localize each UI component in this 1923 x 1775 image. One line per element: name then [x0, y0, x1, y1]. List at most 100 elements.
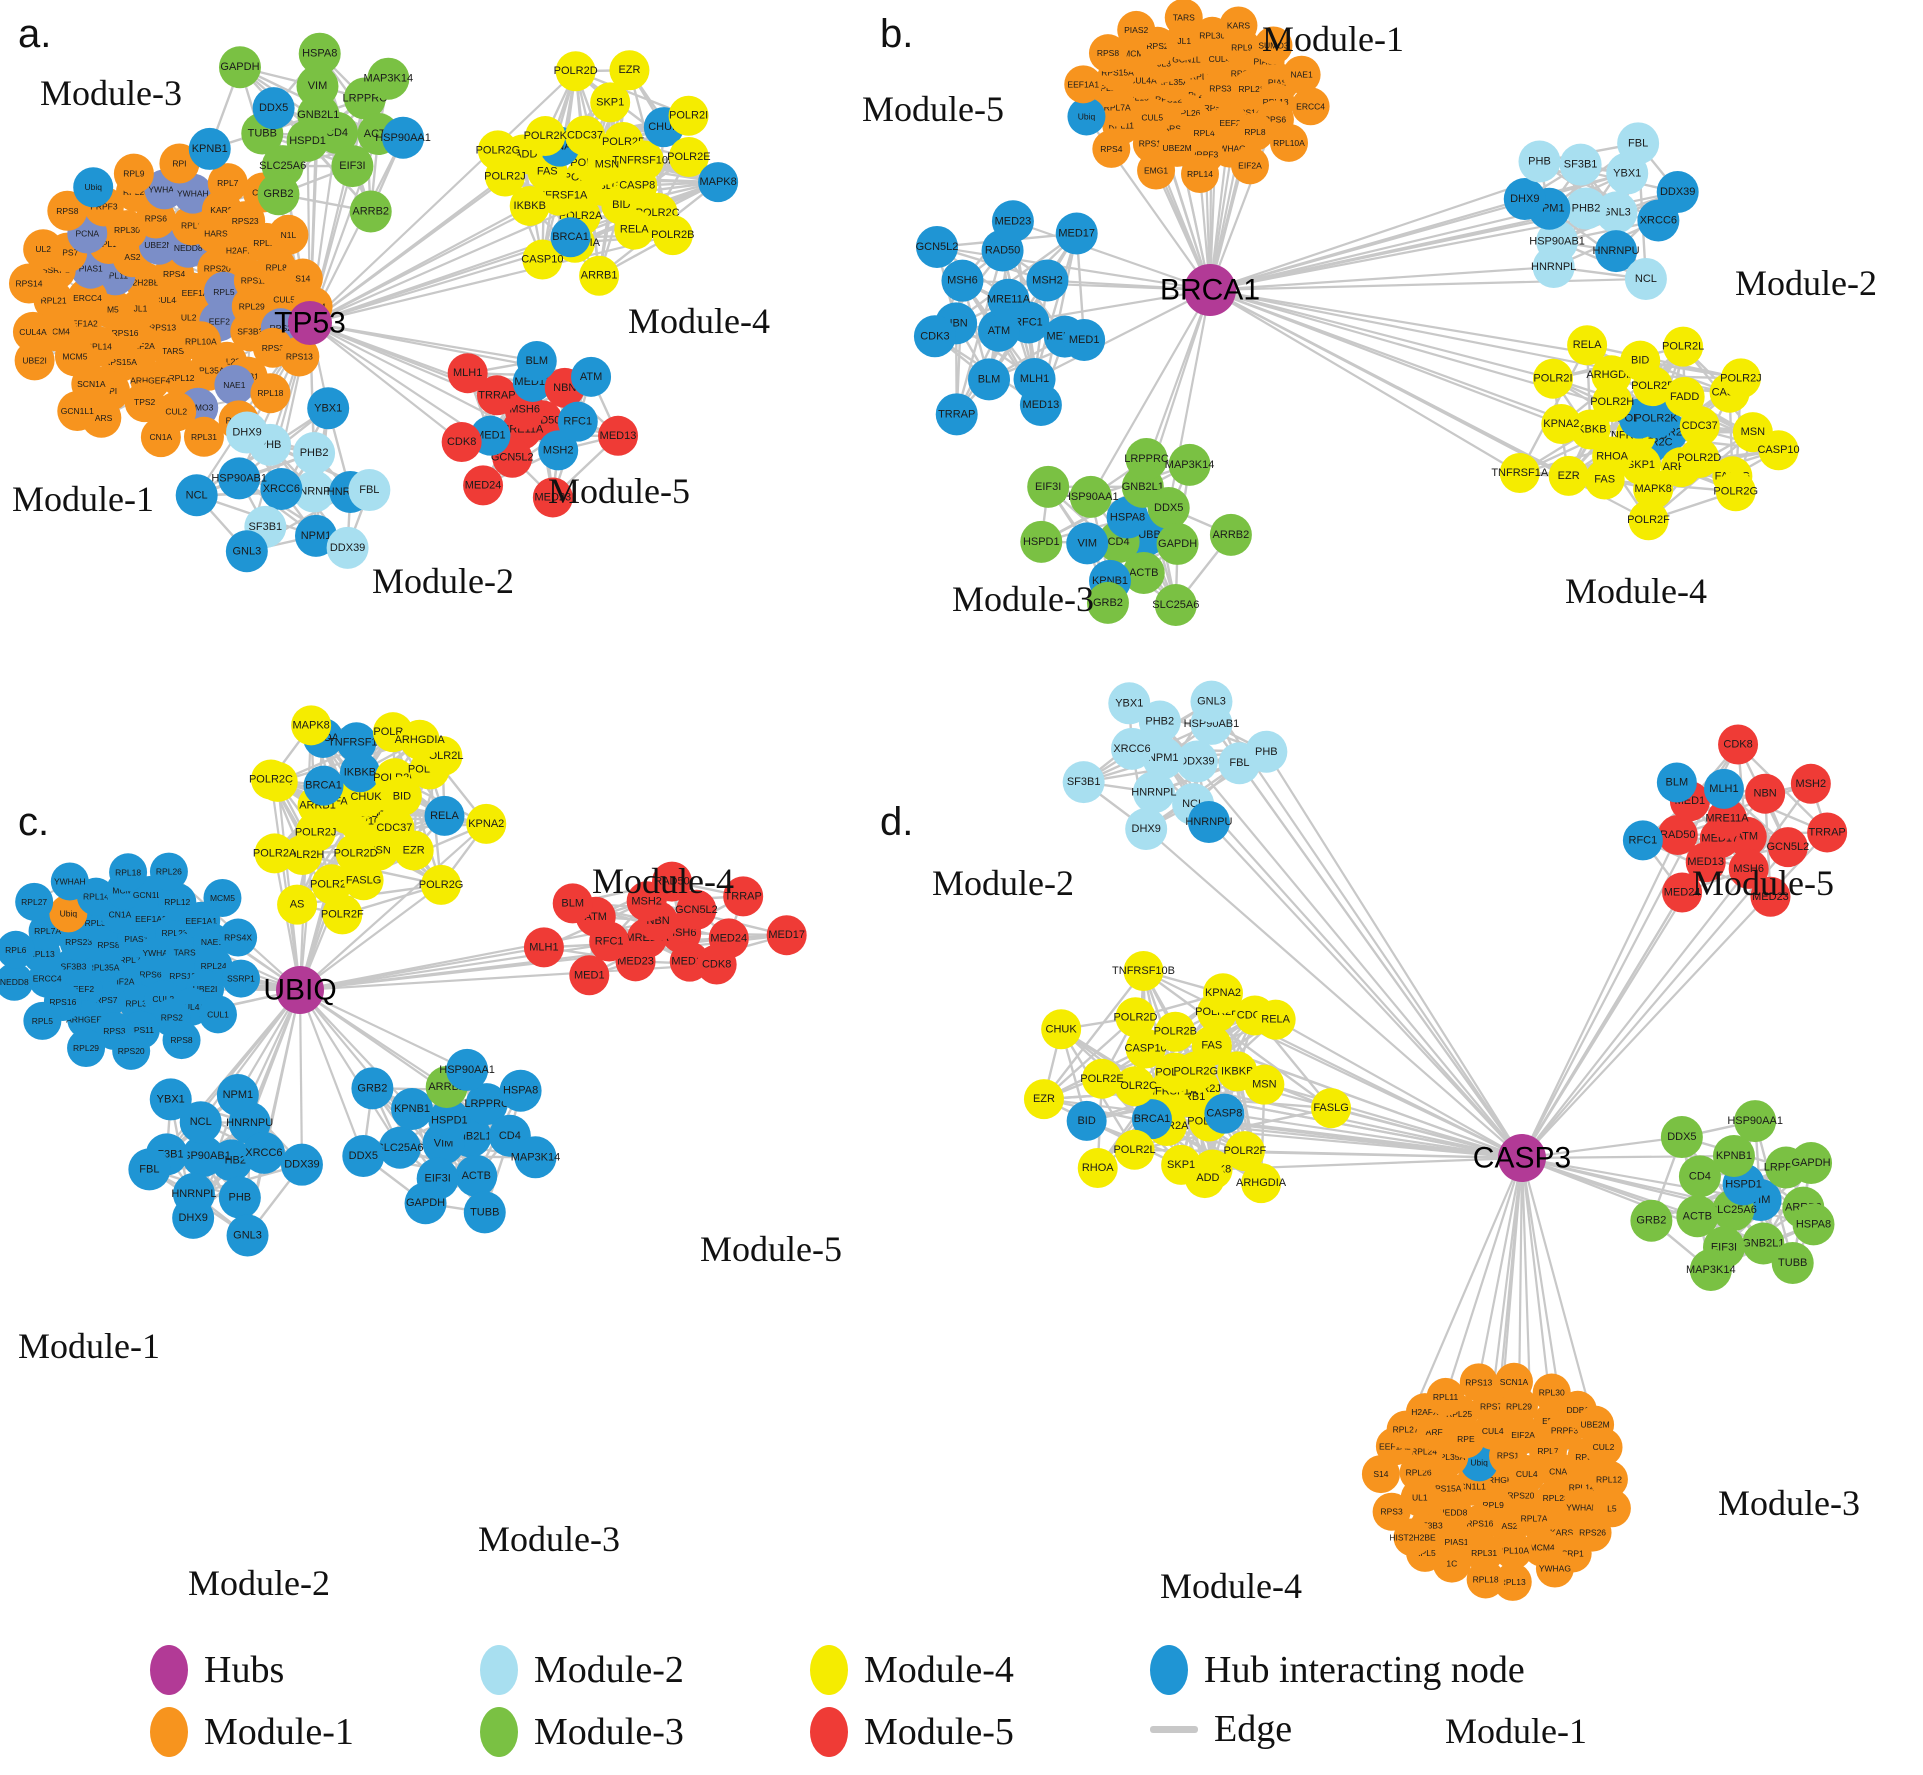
network-node[interactable]: EEF1A2: [131, 900, 170, 939]
network-node[interactable]: RPL18: [1116, 78, 1155, 117]
network-node[interactable]: RPS14: [8, 263, 49, 304]
network-node[interactable]: SF3B1: [145, 1133, 188, 1176]
network-node[interactable]: POLR2J: [484, 156, 526, 197]
network-node[interactable]: POLR2H: [1590, 381, 1634, 422]
network-node[interactable]: IKBKB: [509, 185, 550, 226]
network-node[interactable]: RAD50: [522, 400, 563, 441]
network-node[interactable]: MED17: [1055, 212, 1098, 255]
network-node[interactable]: BID: [381, 776, 422, 817]
network-node[interactable]: RPS7: [47, 232, 88, 273]
network-node[interactable]: HSP90AA1: [1063, 475, 1119, 518]
network-node[interactable]: SKP1: [1161, 1144, 1202, 1185]
hub-node[interactable]: BRCA1: [1160, 264, 1260, 316]
network-node[interactable]: RFC1: [1622, 820, 1663, 861]
network-node[interactable]: KPNB1: [1712, 1135, 1755, 1178]
network-node[interactable]: HSPD1: [1722, 1163, 1765, 1206]
network-node[interactable]: RPL24: [292, 286, 333, 327]
network-node[interactable]: VIM: [422, 1122, 465, 1165]
network-node[interactable]: RPS2: [260, 308, 301, 349]
network-node[interactable]: YWHAG: [1210, 129, 1249, 168]
network-node[interactable]: PRPF3: [1545, 1411, 1584, 1450]
network-node[interactable]: HNRNPU: [1185, 801, 1233, 844]
network-node[interactable]: ATM: [571, 356, 612, 397]
network-node[interactable]: ARHGDIA: [395, 719, 446, 760]
network-node[interactable]: ATM: [977, 309, 1020, 352]
network-node[interactable]: CUL2: [1584, 1428, 1623, 1467]
network-node[interactable]: RPL31: [119, 984, 158, 1023]
network-node[interactable]: MAP3K14: [1686, 1248, 1736, 1291]
network-node[interactable]: MRE11A: [1705, 798, 1749, 839]
network-node[interactable]: HSPA8: [1792, 1203, 1835, 1246]
network-node[interactable]: CUL5: [1133, 98, 1172, 137]
network-node[interactable]: EIF3I: [1027, 465, 1070, 508]
network-node[interactable]: NBN: [544, 367, 585, 408]
network-node[interactable]: RPL7: [111, 941, 149, 979]
network-node[interactable]: EZR: [393, 830, 434, 871]
network-node[interactable]: RPL7A: [28, 912, 67, 951]
network-node[interactable]: RPL12: [1589, 1460, 1628, 1499]
network-node[interactable]: EIF2A: [122, 325, 163, 366]
network-node[interactable]: MED23: [615, 941, 656, 982]
network-node[interactable]: CN1A: [140, 417, 181, 458]
network-node[interactable]: ARHGEF4: [66, 1000, 107, 1039]
network-node[interactable]: RPL14: [78, 326, 119, 367]
network-node[interactable]: RPS20: [197, 248, 238, 289]
network-node[interactable]: NEDD8: [1433, 1493, 1472, 1532]
network-node[interactable]: RPS3: [1372, 1492, 1411, 1531]
network-node[interactable]: YBX1: [1108, 682, 1151, 725]
network-node[interactable]: ARRB1: [1166, 1077, 1207, 1118]
network-node[interactable]: HSPD1: [286, 119, 329, 162]
network-node[interactable]: RPL29: [231, 286, 272, 327]
network-node[interactable]: SKP1: [590, 82, 631, 123]
network-node[interactable]: L5: [1592, 1489, 1631, 1528]
network-node[interactable]: MED1: [470, 415, 511, 456]
network-node[interactable]: NPM1: [1142, 737, 1185, 780]
network-node[interactable]: YWHAH: [172, 173, 213, 214]
network-node[interactable]: CD4: [488, 1114, 531, 1157]
network-node[interactable]: KPNA2: [1541, 404, 1582, 445]
network-node[interactable]: BID: [1620, 340, 1661, 381]
network-node[interactable]: CUL4: [1507, 1455, 1546, 1494]
network-node[interactable]: SKP1: [1621, 445, 1662, 486]
network-node[interactable]: MRE11A: [987, 278, 1031, 321]
network-node[interactable]: EIF2A: [1504, 1415, 1543, 1454]
network-node[interactable]: VIM: [1739, 1179, 1782, 1222]
hub-node[interactable]: UBIQ: [263, 966, 337, 1014]
network-node[interactable]: EEF1A2: [61, 303, 102, 344]
network-node[interactable]: CUL4: [1473, 1411, 1512, 1450]
network-node[interactable]: DDX39: [1175, 740, 1218, 783]
network-node[interactable]: POLR2E: [1631, 366, 1674, 407]
network-node[interactable]: BLM: [516, 340, 557, 381]
network-node[interactable]: POLR2I: [1154, 1052, 1195, 1093]
network-node[interactable]: RPL7A: [1098, 88, 1137, 127]
network-node[interactable]: XRCC6: [260, 467, 303, 510]
network-node[interactable]: PIAS1: [117, 919, 156, 958]
network-node[interactable]: POLR2A: [253, 833, 297, 874]
network-node[interactable]: BRCA1: [303, 765, 344, 806]
network-node[interactable]: HSPD1: [1020, 520, 1063, 563]
network-node[interactable]: MAPK8: [698, 162, 739, 203]
network-node[interactable]: CUL1: [242, 172, 283, 213]
network-node[interactable]: MLH1: [447, 353, 488, 394]
network-node[interactable]: POLR2I: [372, 712, 413, 753]
network-node[interactable]: POLR2H: [1195, 992, 1239, 1033]
network-node[interactable]: FAS: [1584, 459, 1625, 500]
network-node[interactable]: MAP3K14: [1165, 443, 1215, 486]
network-node[interactable]: EIF3I: [416, 1157, 459, 1200]
network-node[interactable]: YWHAG: [139, 934, 178, 973]
network-node[interactable]: POLR2A: [1145, 1105, 1189, 1146]
network-node[interactable]: CDK8: [696, 944, 737, 985]
network-node[interactable]: DHX9: [226, 411, 269, 454]
network-node[interactable]: RPL35A: [188, 350, 229, 391]
network-node[interactable]: POLR2J: [1720, 358, 1762, 399]
network-node[interactable]: POLR2C: [249, 759, 293, 800]
network-node[interactable]: TRRAP: [476, 375, 517, 416]
network-node[interactable]: N1L: [268, 214, 309, 255]
network-node[interactable]: ARHGEF: [1481, 1461, 1519, 1499]
network-node[interactable]: RPL6: [171, 205, 212, 246]
network-node[interactable]: RPS15A: [1426, 1469, 1465, 1508]
network-node[interactable]: HNRNPL: [1131, 771, 1177, 814]
network-node[interactable]: RHOA: [595, 160, 636, 201]
network-node[interactable]: RPL18: [1088, 69, 1127, 108]
network-node[interactable]: GAPDH: [1156, 522, 1199, 565]
